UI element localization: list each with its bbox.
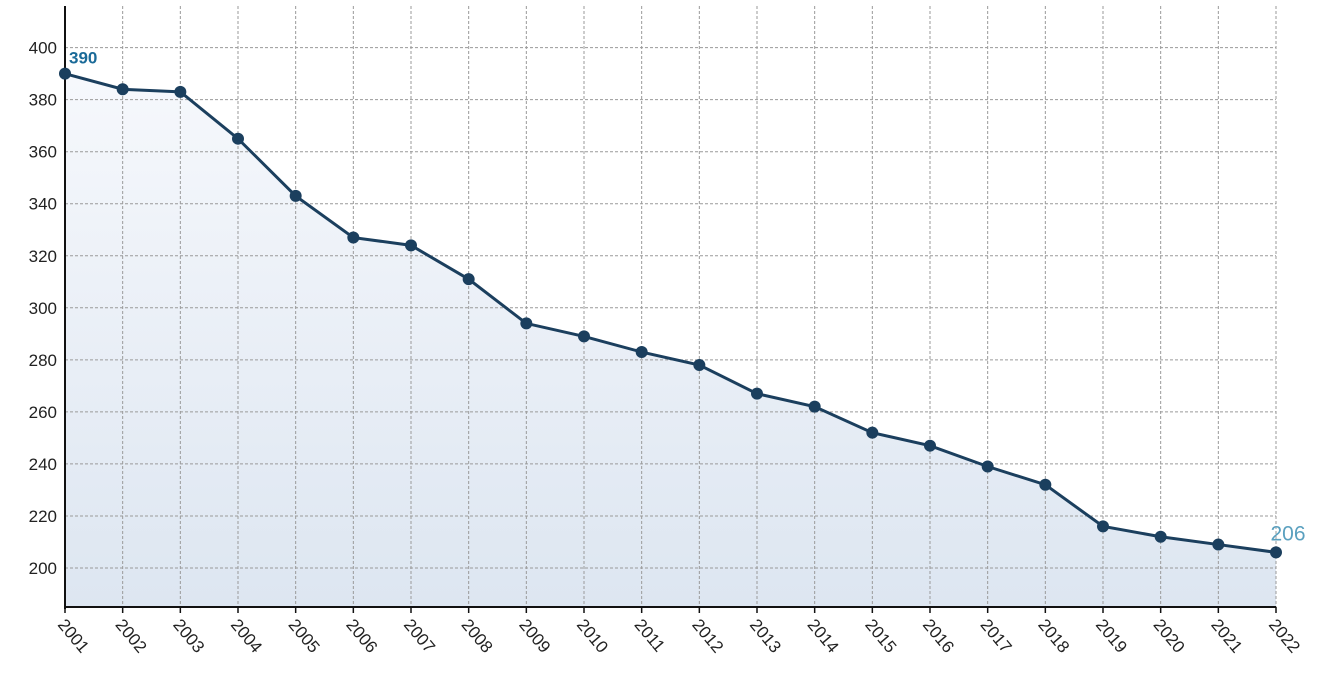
x-tick-label: 2016 <box>919 615 958 656</box>
point <box>1097 520 1109 533</box>
data-label: 206 <box>1270 522 1305 545</box>
point <box>289 189 302 202</box>
point <box>808 400 821 413</box>
point <box>116 83 129 96</box>
point <box>347 231 360 244</box>
x-tick-label: 2021 <box>1207 615 1246 656</box>
point <box>693 359 706 372</box>
x-tick-label: 2008 <box>458 615 497 656</box>
x-tick-label: 2007 <box>400 615 439 656</box>
x-tick-label: 2010 <box>573 615 612 656</box>
x-tick-label: 2004 <box>227 615 266 656</box>
x-tick-label: 2011 <box>631 615 669 655</box>
x-tick-label: 2002 <box>112 615 151 656</box>
y-tick-label: 200 <box>29 559 57 578</box>
x-tick-label: 2013 <box>746 615 785 656</box>
point <box>1212 538 1225 551</box>
point <box>635 346 648 359</box>
point <box>1154 530 1167 543</box>
point <box>751 387 763 400</box>
y-tick-label: 300 <box>29 299 57 318</box>
y-tick-label: 240 <box>29 455 57 474</box>
x-tick-label: 2012 <box>688 615 727 656</box>
point <box>174 85 187 98</box>
x-tick-label: 2014 <box>804 615 843 656</box>
area <box>65 73 1276 607</box>
point <box>1039 478 1052 491</box>
x-tick-label: 2020 <box>1150 615 1189 656</box>
y-tick-label: 340 <box>29 195 57 214</box>
point <box>866 426 879 439</box>
x-tick-label: 2005 <box>285 615 324 656</box>
point <box>405 239 417 252</box>
x-tick-label: 2001 <box>54 615 93 656</box>
point <box>924 439 936 452</box>
x-tick-label: 2009 <box>515 615 554 656</box>
point <box>1270 546 1282 559</box>
x-tick-label: 2019 <box>1092 615 1131 656</box>
line <box>64 72 1277 554</box>
data-label: 390 <box>69 49 97 68</box>
y-tick-label: 380 <box>29 91 57 110</box>
x-tick-label: 2006 <box>342 615 381 656</box>
point <box>520 317 533 330</box>
y-tick-label: 360 <box>29 143 57 162</box>
x-tick-label: 2018 <box>1034 615 1073 656</box>
x-tick-label: 2015 <box>861 615 900 656</box>
point <box>59 67 71 80</box>
y-tick-label: 220 <box>29 507 57 526</box>
point <box>462 273 475 286</box>
y-tick-label: 400 <box>29 39 57 58</box>
y-tick-label: 320 <box>29 247 57 266</box>
x-tick-label: 2022 <box>1265 615 1304 656</box>
point <box>578 330 590 343</box>
x-tick-label: 2003 <box>169 615 208 656</box>
point <box>981 460 994 473</box>
point <box>232 132 244 145</box>
y-tick-label: 280 <box>29 351 57 370</box>
x-tick-label: 2017 <box>977 615 1016 656</box>
y-tick-label: 260 <box>29 403 57 422</box>
